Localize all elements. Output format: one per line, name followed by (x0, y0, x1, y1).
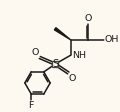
Text: O: O (69, 73, 76, 83)
Polygon shape (54, 28, 71, 40)
Text: O: O (84, 14, 92, 23)
Text: O: O (32, 48, 39, 57)
FancyBboxPatch shape (52, 61, 58, 67)
Text: F: F (28, 101, 34, 110)
Text: OH: OH (105, 35, 119, 44)
Text: S: S (52, 59, 58, 69)
Text: NH: NH (72, 51, 86, 60)
